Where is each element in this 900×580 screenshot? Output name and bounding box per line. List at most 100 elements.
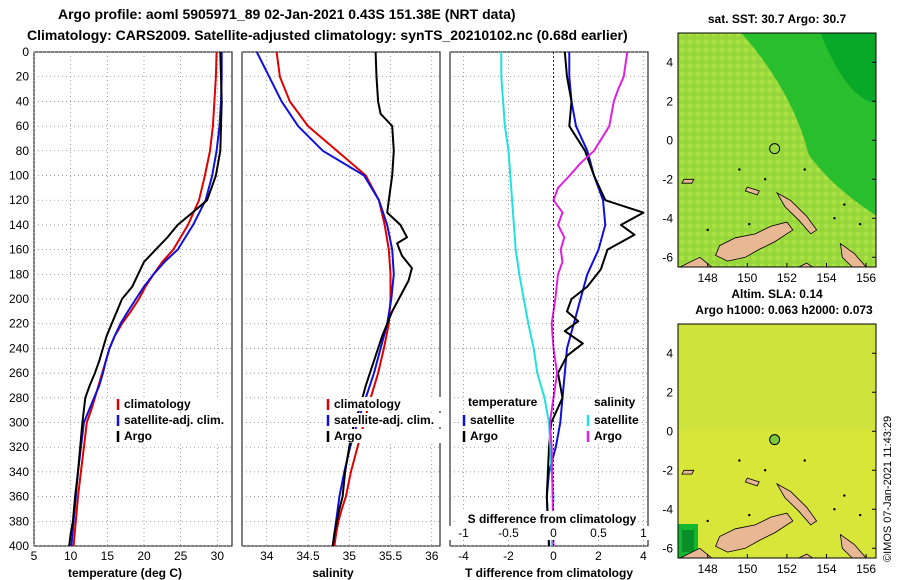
difference-series-s-argo — [548, 51, 629, 547]
temperature-x-tick-label: 25 — [174, 549, 188, 563]
sla-map-title: Altim. SLA: 0.14 — [731, 287, 823, 301]
difference-top-tick-bg — [629, 526, 658, 540]
depth-tick-label: 40 — [16, 94, 30, 108]
sla-map-islet — [706, 519, 709, 523]
difference-legend-item-bg — [585, 413, 641, 427]
sla-map-islet — [858, 513, 862, 517]
sla-map-land — [715, 512, 794, 553]
difference-x-tick-label: 4 — [640, 549, 647, 563]
difference-inner-label: S difference from climatology — [468, 512, 637, 526]
difference-top-tick-bg — [539, 526, 568, 540]
temperature-x-tick-label: 5 — [31, 549, 38, 563]
difference-x-tick-label: -4 — [458, 549, 469, 563]
sla-map-x-tick-label: 154 — [816, 562, 836, 576]
sla-map-y-tick-label: 2 — [666, 385, 673, 399]
depth-tick-label: 380 — [9, 514, 29, 528]
salinity-legend-item-label: Argo — [334, 429, 362, 443]
depth-tick-label: 220 — [9, 317, 29, 331]
difference-top-tick-label: 0 — [550, 526, 557, 540]
sst-map-land — [744, 186, 760, 196]
depth-tick-label: 400 — [9, 539, 29, 553]
difference-x-tick-label: 0 — [550, 549, 557, 563]
sla-map-x-tick-label: 152 — [777, 562, 797, 576]
difference-top-tick-label: -0.5 — [498, 526, 519, 540]
difference-top-tick-bg — [494, 526, 523, 540]
depth-tick-label: 140 — [9, 218, 29, 232]
sst-map-argo-marker — [769, 143, 781, 155]
sst-map-title: sat. SST: 30.7 Argo: 30.7 — [708, 12, 847, 26]
sst-map-islet — [706, 228, 709, 232]
depth-tick-label: 60 — [16, 119, 30, 133]
salinity-x-tick-label: 34.5 — [296, 549, 320, 563]
temperature-x-tick-label: 20 — [137, 549, 151, 563]
depth-tick-label: 100 — [9, 169, 29, 183]
temperature-legend-item-label: Argo — [124, 429, 152, 443]
difference-top-tick-label: 0.5 — [590, 526, 607, 540]
sst-map-frame — [677, 32, 877, 268]
sla-map-argo-marker — [769, 434, 781, 446]
difference-legend-item-bg — [461, 413, 521, 427]
figure-title: Argo profile: aoml 5905971_89 02-Jan-202… — [58, 6, 516, 22]
difference-legend-title-temperature: temperature — [468, 395, 538, 409]
sla-map-x-tick-label: 156 — [856, 562, 876, 576]
salinity-series-argo — [331, 51, 413, 547]
sst-map-cool-water — [741, 33, 876, 216]
difference-x-tick-label: -2 — [503, 549, 514, 563]
depth-tick-label: 360 — [9, 490, 29, 504]
salinity-legend-item-bg — [325, 413, 441, 427]
depth-tick-label: 340 — [9, 465, 29, 479]
difference-legend-item-label: satellite — [594, 413, 639, 427]
depth-tick-label: 320 — [9, 440, 29, 454]
temperature-series-argo — [68, 51, 223, 547]
sla-map-islet — [738, 459, 741, 462]
difference-top-tick-bg — [449, 526, 478, 540]
temperature-legend-item-bg — [115, 397, 231, 411]
sla-map-land — [681, 469, 695, 475]
sla-map-shade-north — [678, 324, 876, 430]
temperature-legend-item-bg — [115, 429, 231, 443]
sla-map-x-tick-label: 150 — [737, 562, 757, 576]
temperature-x-axis-label: temperature (deg C) — [68, 566, 182, 580]
difference-series-t-argo — [545, 51, 645, 547]
sst-map-land — [681, 178, 695, 184]
difference-legend-item-bg — [461, 429, 521, 443]
sla-map-land — [744, 477, 760, 487]
sst-map-land — [775, 191, 818, 235]
sla-map-y-tick-label: -4 — [662, 502, 673, 516]
salinity-legend-item-bg — [325, 429, 441, 443]
sst-map-land — [715, 221, 794, 262]
sst-map-islet — [748, 222, 751, 226]
difference-legend-item-label: Argo — [594, 429, 622, 443]
difference-x-axis-label: T difference from climatology — [465, 566, 633, 580]
sla-map-islet — [803, 459, 806, 462]
sst-map-x-tick-label: 156 — [856, 271, 876, 285]
sst-map-x-tick-label: 150 — [737, 271, 757, 285]
depth-tick-label: 120 — [9, 193, 29, 207]
difference-top-tick-bg — [584, 526, 613, 540]
sla-map-islet — [748, 513, 751, 517]
sla-map-land — [775, 482, 818, 526]
difference-legend-item-label: satellite — [470, 413, 515, 427]
difference-legend-bg — [466, 395, 542, 409]
sla-map-frame — [677, 323, 877, 559]
sst-map-islet — [763, 178, 767, 181]
difference-series-t-satellite — [545, 52, 607, 547]
sla-map-anomaly-lowest — [682, 530, 694, 552]
difference-legend-item-bg — [585, 429, 641, 443]
salinity-series-climatology — [275, 51, 392, 547]
temperature-series-satellite-adj-clim- — [70, 52, 223, 547]
temperature-x-tick-label: 15 — [101, 549, 115, 563]
salinity-x-tick-label: 36 — [425, 549, 439, 563]
temperature-legend-item-label: climatology — [124, 397, 191, 411]
sst-map-y-tick-label: 2 — [666, 94, 673, 108]
depth-tick-label: 0 — [22, 45, 29, 59]
sla-map-y-tick-label: -2 — [662, 463, 673, 477]
salinity-x-tick-label: 35 — [343, 549, 357, 563]
depth-tick-label: 240 — [9, 341, 29, 355]
difference-x-tick-label: 2 — [595, 549, 602, 563]
salinity-legend-item-label: satellite-adj. clim. — [334, 413, 434, 427]
salinity-legend-item-label: climatology — [334, 397, 401, 411]
temperature-x-tick-label: 10 — [64, 549, 78, 563]
depth-tick-label: 20 — [16, 70, 30, 84]
